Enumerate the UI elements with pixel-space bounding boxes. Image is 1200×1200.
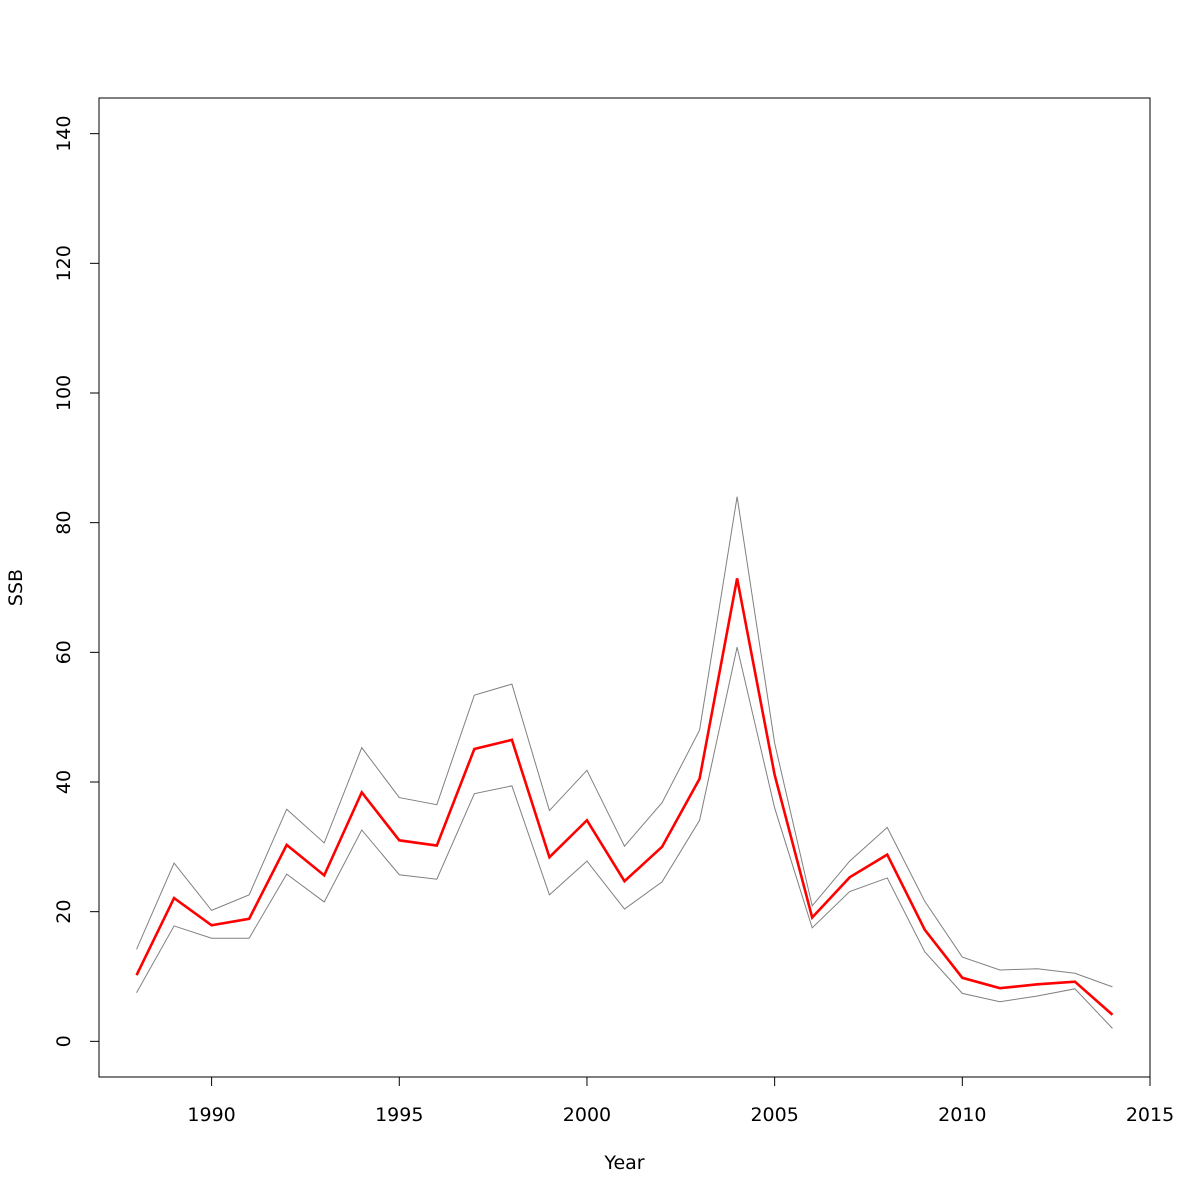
x-tick-label: 2000 [563, 1104, 611, 1126]
y-tick-label: 20 [53, 900, 75, 924]
y-tick-label: 40 [53, 770, 75, 794]
x-tick-label: 2005 [750, 1104, 798, 1126]
x-axis-label: Year [603, 1152, 644, 1174]
plot-frame [98, 97, 1151, 1078]
x-axis: 1990 1995 2000 2005 2010 2015 [187, 1076, 1174, 1126]
x-tick-label: 1995 [375, 1104, 423, 1126]
y-tick-label: 60 [53, 640, 75, 664]
y-axis-label: SSB [5, 569, 27, 606]
y-tick-label: 80 [53, 511, 75, 535]
x-tick-label: 1990 [187, 1104, 235, 1126]
x-tick-label: 2015 [1126, 1104, 1174, 1126]
y-tick-label: 100 [53, 375, 75, 411]
series-line-estimate [135, 578, 1114, 1016]
x-tick-label: 2010 [938, 1104, 986, 1126]
y-tick-label: 0 [53, 1035, 75, 1047]
series-line-upper [136, 496, 1113, 988]
series-layer [135, 496, 1114, 1029]
y-axis: 0 20 40 60 80 100 120 140 [53, 116, 100, 1047]
y-tick-label: 120 [53, 245, 75, 281]
series-line-lower [136, 647, 1113, 1029]
y-tick-label: 140 [53, 116, 75, 152]
